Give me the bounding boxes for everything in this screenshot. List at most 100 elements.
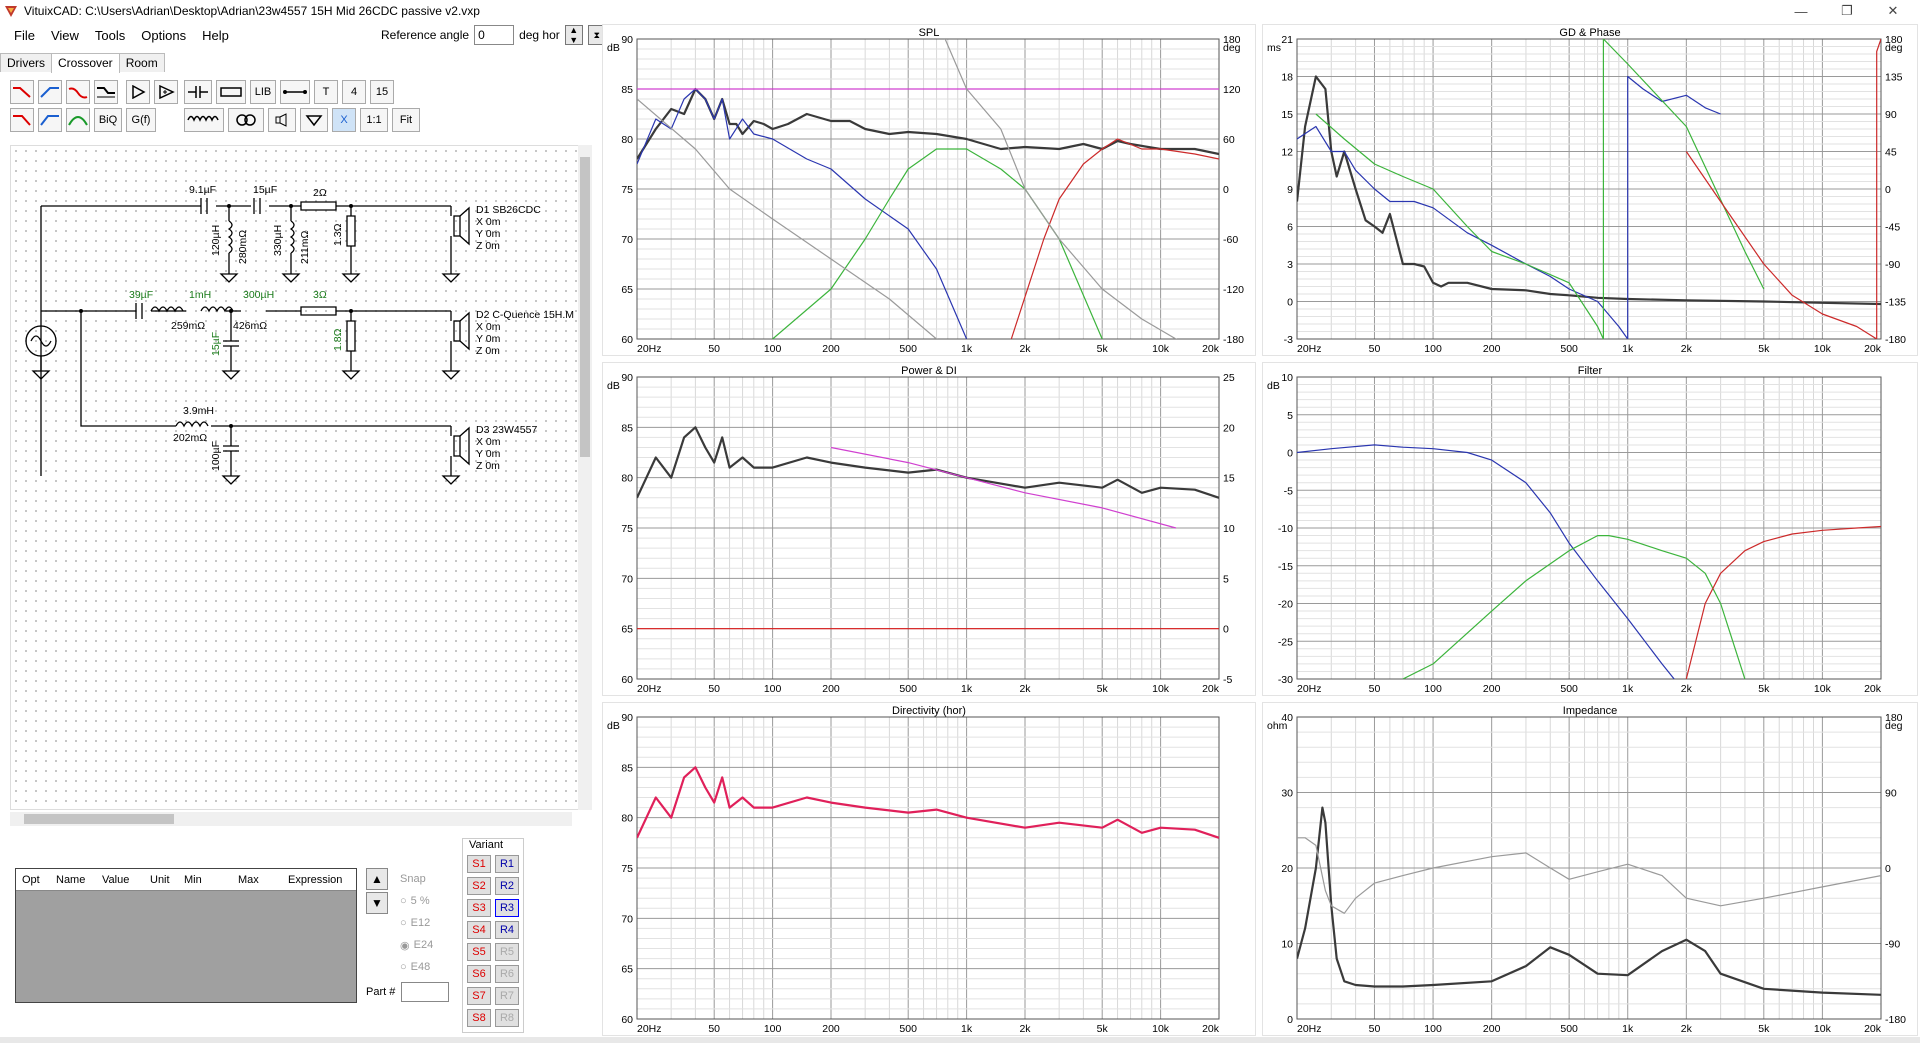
col-unit[interactable]: Unit — [150, 873, 170, 886]
wire-icon[interactable] — [280, 80, 310, 104]
angle-reset-button[interactable]: ⧗ — [587, 25, 606, 45]
fit-button[interactable]: Fit — [392, 108, 420, 132]
biquad-button[interactable]: BiQ — [94, 108, 122, 132]
schematic-label-c4[interactable]: 15µF — [210, 332, 222, 356]
schematic-label-l4r[interactable]: 426mΩ — [233, 320, 267, 332]
schematic-label-l4[interactable]: 300µH — [243, 289, 274, 301]
buffer-icon[interactable] — [126, 80, 150, 104]
bandpass-icon[interactable] — [66, 80, 90, 104]
schematic-label-l5[interactable]: 3.9mH — [183, 405, 214, 417]
menu-view[interactable]: View — [50, 27, 79, 43]
col-value[interactable]: Value — [102, 873, 130, 886]
bandpass2-icon[interactable] — [66, 108, 90, 132]
parameter-table[interactable]: Opt Name Value Unit Min Max Expression — [15, 868, 357, 1003]
driver-icon[interactable] — [268, 108, 296, 132]
schematic-label-l2r[interactable]: 211mΩ — [299, 231, 311, 264]
cross-button[interactable]: X — [332, 108, 356, 132]
driver-d3-name[interactable]: D3 23W4557 — [476, 424, 537, 436]
variant-r7[interactable]: R7 — [495, 987, 519, 1005]
variant-r8[interactable]: R8 — [495, 1009, 519, 1027]
snap-option-5pct[interactable]: ○ 5 % — [400, 895, 430, 907]
grid-15-button[interactable]: 15 — [370, 80, 394, 104]
capacitor-icon[interactable] — [184, 80, 212, 104]
schematic-label-l3[interactable]: 1mH — [189, 289, 211, 301]
schematic-label-r1[interactable]: 2Ω — [313, 187, 327, 199]
tab-drivers[interactable]: Drivers — [0, 53, 52, 72]
tab-room[interactable]: Room — [118, 53, 165, 72]
tab-crossover[interactable]: Crossover — [51, 53, 120, 73]
move-down-button[interactable]: ▼ — [366, 892, 388, 914]
spl-chart[interactable]: SPL 90 85 80 75 70 65 60 dB 180 120 60 0 -60 -120 -180… — [602, 24, 1256, 356]
variant-r2[interactable]: R2 — [495, 877, 519, 895]
variant-s3[interactable]: S3 — [467, 899, 491, 917]
variant-r5[interactable]: R5 — [495, 943, 519, 961]
schematic-vertical-scrollbar[interactable] — [578, 145, 592, 810]
lowpass2-icon[interactable] — [10, 108, 34, 132]
restore-button[interactable]: ❐ — [1841, 3, 1853, 18]
summing-icon[interactable] — [154, 80, 178, 104]
schematic-label-c5[interactable]: 100µF — [210, 441, 222, 471]
impedance-chart[interactable]: Impedance 40 30 20 10 0 ohm 180 90 0 -90 -180 deg 20… — [1262, 702, 1918, 1036]
col-name[interactable]: Name — [56, 873, 86, 886]
variant-r4[interactable]: R4 — [495, 921, 519, 939]
schematic-label-l5r[interactable]: 202mΩ — [173, 432, 207, 444]
variant-s5[interactable]: S5 — [467, 943, 491, 961]
variant-s2[interactable]: S2 — [467, 877, 491, 895]
scale-1-1-button[interactable]: 1:1 — [360, 108, 388, 132]
driver-d1-name[interactable]: D1 SB26CDC — [476, 204, 541, 216]
scroll-thumb[interactable] — [24, 814, 174, 824]
grid-4-button[interactable]: 4 — [342, 80, 366, 104]
highpass2-icon[interactable] — [38, 108, 62, 132]
minimize-button[interactable]: — — [1794, 3, 1808, 19]
transformer-icon[interactable] — [228, 108, 264, 132]
ground-icon[interactable] — [300, 108, 328, 132]
schematic-label-c1[interactable]: 9.1µF — [189, 184, 216, 196]
text-tool-button[interactable]: T — [314, 80, 338, 104]
schematic-label-r4[interactable]: 1.8Ω — [332, 328, 344, 351]
variant-s8[interactable]: S8 — [467, 1009, 491, 1027]
gd-phase-chart[interactable]: GD & Phase 21 18 15 12 9 6 3 0 -3 ms 180 135 90 45 0 -4… — [1262, 24, 1918, 356]
snap-option-e24[interactable]: ◉ E24 — [400, 939, 434, 952]
variant-s7[interactable]: S7 — [467, 987, 491, 1005]
directivity-chart[interactable]: Directivity (hor) 90 85 80 75 70 65 60 dB 20Hz 50… — [602, 702, 1256, 1036]
schematic-label-c2[interactable]: 15µF — [253, 184, 277, 196]
schematic-label-l1r[interactable]: 280mΩ — [237, 230, 249, 264]
library-button[interactable]: LIB — [250, 80, 276, 104]
schematic-label-l2[interactable]: 330µH — [272, 225, 284, 256]
resistor-icon[interactable] — [216, 80, 246, 104]
angle-spin-button[interactable]: ▲ ▼ — [564, 25, 583, 45]
reference-angle-input[interactable] — [474, 25, 515, 45]
scroll-thumb[interactable] — [580, 157, 590, 457]
variant-r3[interactable]: R3 — [495, 899, 519, 917]
schematic-label-l1[interactable]: 120µH — [210, 225, 222, 256]
variant-s1[interactable]: S1 — [467, 855, 491, 873]
variant-s4[interactable]: S4 — [467, 921, 491, 939]
variant-s6[interactable]: S6 — [467, 965, 491, 983]
col-expression[interactable]: Expression — [288, 873, 343, 886]
menu-file[interactable]: File — [14, 27, 35, 43]
col-max[interactable]: Max — [238, 873, 259, 886]
variant-r1[interactable]: R1 — [495, 855, 519, 873]
part-number-input[interactable] — [401, 982, 450, 1002]
schematic-label-r2[interactable]: 1.3Ω — [332, 223, 344, 246]
highpass-icon[interactable] — [38, 80, 62, 104]
shelf-icon[interactable] — [94, 80, 118, 104]
filter-chart[interactable]: Filter 10 5 0 -5 -10 -15 -20 -25 -30 dB 20Hz 50 100 2… — [1262, 362, 1918, 696]
inductor-icon[interactable] — [184, 108, 224, 132]
gf-button[interactable]: G(f) — [126, 108, 156, 132]
snap-option-e48[interactable]: ○ E48 — [400, 961, 431, 973]
driver-d2-name[interactable]: D2 C-Quence 15H.M — [476, 309, 574, 321]
close-button[interactable]: ✕ — [1887, 3, 1899, 18]
schematic-label-r3[interactable]: 3Ω — [313, 289, 327, 301]
snap-option-e12[interactable]: ○ E12 — [400, 917, 431, 929]
power-di-chart[interactable]: Power & DI 90 85 80 75 70 65 60 dB 25 20 15 10 5 0 -5 2… — [602, 362, 1256, 696]
schematic-label-c3[interactable]: 39µF — [129, 289, 153, 301]
schematic-label-l3r[interactable]: 259mΩ — [171, 320, 205, 332]
menu-options[interactable]: Options — [141, 27, 187, 43]
col-opt[interactable]: Opt — [22, 873, 40, 886]
menu-help[interactable]: Help — [202, 27, 229, 43]
lowpass-icon[interactable] — [10, 80, 34, 104]
variant-r6[interactable]: R6 — [495, 965, 519, 983]
col-min[interactable]: Min — [184, 873, 202, 886]
crossover-schematic[interactable]: 9.1µF 15µF 2Ω 120µH 280mΩ 330µH 211mΩ 1.… — [10, 145, 580, 810]
